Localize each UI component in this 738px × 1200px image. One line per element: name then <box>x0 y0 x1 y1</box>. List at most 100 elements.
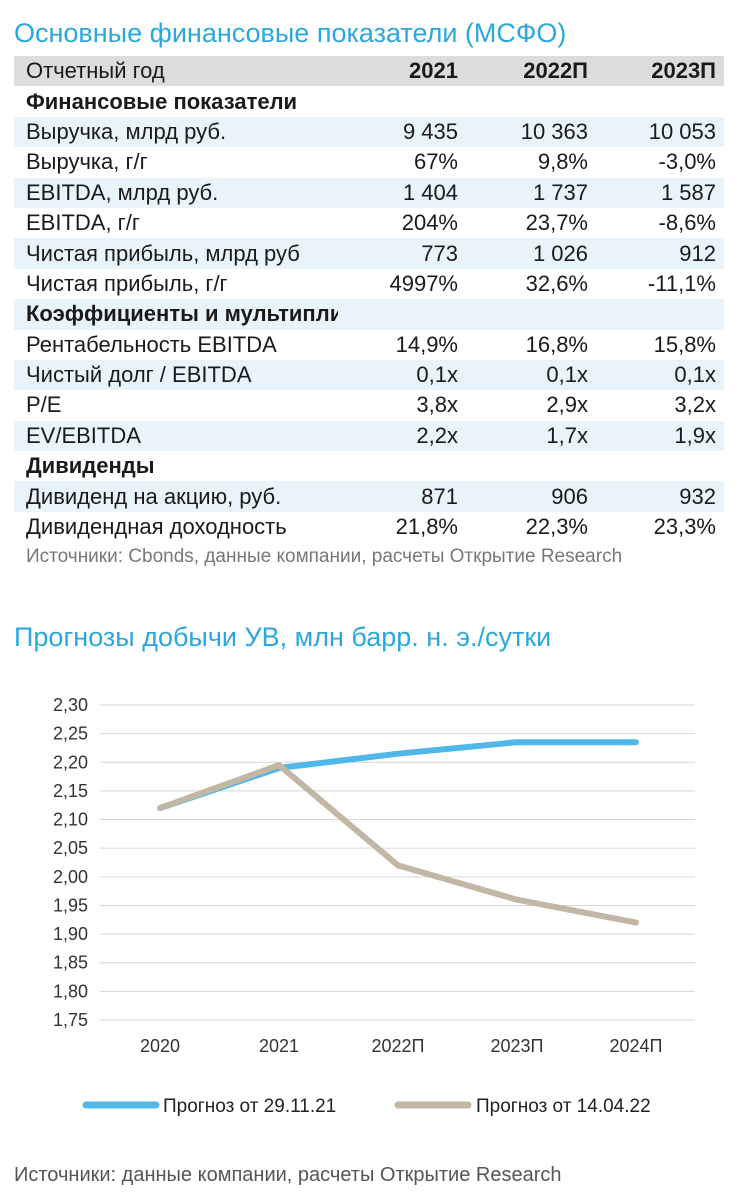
row-value: 2,9x <box>546 392 588 418</box>
row-label: Чистый долг / EBITDA <box>14 359 338 391</box>
y-tick-label: 2,20 <box>53 752 88 772</box>
chart-source-note: Источники: данные компании, расчеты Откр… <box>14 1164 562 1186</box>
row-value: 9,8% <box>537 149 588 175</box>
y-tick-label: 2,05 <box>53 838 88 858</box>
row-value: 204% <box>401 210 458 236</box>
y-tick-label: 2,10 <box>53 810 88 830</box>
row-value: 932 <box>596 481 724 512</box>
row-value: 10 053 <box>596 116 724 148</box>
row-value: 10 363 <box>466 116 596 148</box>
row-value: 3,8x <box>416 392 458 418</box>
row-label: Рентабельность EBITDA <box>26 331 277 357</box>
header-label: Отчетный год <box>14 56 338 87</box>
row-value: 21,8% <box>395 514 458 540</box>
y-tick-label: 1,75 <box>53 1010 88 1030</box>
table-row: Рентабельность EBITDA 14,9% 16,8% 15,8% <box>14 330 724 360</box>
table-row: Чистая прибыль, млрд руб 773 1 026 912 <box>14 238 724 269</box>
table-row: Выручка, млрд руб. 9 435 10 363 10 053 <box>14 116 724 148</box>
row-value: 0,1x <box>596 359 724 391</box>
table-section-row: Финансовые показатели <box>14 86 724 116</box>
row-label: Выручка, млрд руб. <box>14 116 338 148</box>
legend-label: Прогноз от 29.11.21 <box>163 1096 336 1117</box>
y-tick-label: 2,30 <box>53 695 88 715</box>
row-value: 1,9x <box>596 420 724 452</box>
table-source-note: Источники: Cbonds, данные компании, расч… <box>26 546 623 567</box>
row-value: 15,8% <box>653 331 716 357</box>
row-label: Чистая прибыль, г/г <box>26 270 228 296</box>
header-year-2021: 2021 <box>338 56 466 87</box>
row-label: Дивидендная доходность <box>26 514 287 540</box>
y-axis-tick-labels: 2,30 2,25 2,20 2,15 2,10 2,05 2,00 1,95 1,90 1,85… <box>53 695 88 1030</box>
table-row: EBITDA, млрд руб. 1 404 1 737 1 587 <box>14 177 724 208</box>
row-value: 16,8% <box>525 331 588 357</box>
row-value: 1 026 <box>466 238 596 269</box>
row-label: P/E <box>26 392 62 418</box>
row-value: 0,1x <box>466 359 596 391</box>
x-tick-label: 2021 <box>259 1036 299 1056</box>
row-value: 32,6% <box>525 270 588 296</box>
row-value: 912 <box>596 238 724 269</box>
row-value: 67% <box>413 149 458 175</box>
production-line-chart: 2,30 2,25 2,20 2,15 2,10 2,05 2,00 1,95 1,90 1,85… <box>53 695 695 1117</box>
row-value: 1,7x <box>466 420 596 452</box>
row-value: 23,7% <box>525 210 588 236</box>
x-tick-label: 2023П <box>491 1036 544 1056</box>
row-value: 3,2x <box>674 392 716 418</box>
row-label: EV/EBITDA <box>14 420 338 452</box>
section-label: Финансовые показатели <box>26 88 298 114</box>
row-value: 9 435 <box>338 116 466 148</box>
row-value: 1 404 <box>338 177 466 208</box>
section-label: Коэффициенты и мультипликаторы <box>14 299 338 330</box>
row-value: 22,3% <box>525 514 588 540</box>
y-tick-label: 1,80 <box>53 981 88 1001</box>
y-tick-label: 1,90 <box>53 924 88 944</box>
header-year-2023: 2023П <box>596 56 724 87</box>
x-tick-label: 2020 <box>140 1036 180 1056</box>
row-value: 1 737 <box>466 177 596 208</box>
chart-series-lines <box>157 739 639 926</box>
y-tick-label: 2,00 <box>53 867 88 887</box>
row-value: 2,2x <box>338 420 466 452</box>
table-section-row: Дивиденды <box>14 451 724 481</box>
section-label: Дивиденды <box>26 453 155 479</box>
table-row: EBITDA, г/г 204% 23,7% -8,6% <box>14 208 724 238</box>
row-value: 773 <box>338 238 466 269</box>
header-year-2022: 2022П <box>466 56 596 87</box>
row-value: -8,6% <box>658 210 716 236</box>
row-label: Чистая прибыль, млрд руб <box>14 238 338 269</box>
chart-title: Прогнозы добычи УВ, млн барр. н. э./сутк… <box>14 622 552 652</box>
table-row: EV/EBITDA 2,2x 1,7x 1,9x <box>14 420 724 452</box>
y-tick-label: 1,85 <box>53 953 88 973</box>
row-value: 4997% <box>389 270 458 296</box>
row-value: 14,9% <box>395 331 458 357</box>
financial-table: Отчетный год 2021 2022П 2023П Финансовые… <box>14 56 724 542</box>
x-tick-label: 2022П <box>372 1036 425 1056</box>
row-value: 1 587 <box>596 177 724 208</box>
table-row: Выручка, г/г 67% 9,8% -3,0% <box>14 147 724 177</box>
row-value: 906 <box>466 481 596 512</box>
table-row: Дивидендная доходность 21,8% 22,3% 23,3% <box>14 512 724 542</box>
chart-legend: Прогноз от 29.11.21 Прогноз от 14.04.22 <box>82 1096 651 1117</box>
series-line-2 <box>157 762 639 926</box>
row-label: Дивиденд на акцию, руб. <box>14 481 338 512</box>
x-axis-tick-labels: 2020 2021 2022П 2023П 2024П <box>140 1036 663 1056</box>
table-row: P/E 3,8x 2,9x 3,2x <box>14 390 724 420</box>
table-title: Основные финансовые показатели (МСФО) <box>14 18 567 48</box>
table-section-row: Коэффициенты и мультипликаторы <box>14 299 724 330</box>
row-label: EBITDA, млрд руб. <box>14 177 338 208</box>
row-value: -11,1% <box>647 270 716 296</box>
table-row: Чистая прибыль, г/г 4997% 32,6% -11,1% <box>14 269 724 299</box>
row-label: Выручка, г/г <box>26 149 148 175</box>
y-tick-label: 2,25 <box>53 724 88 744</box>
table-row: Чистый долг / EBITDA 0,1x 0,1x 0,1x <box>14 359 724 391</box>
legend-label: Прогноз от 14.04.22 <box>476 1096 651 1117</box>
series-line-1 <box>157 739 639 812</box>
table-header-row: Отчетный год 2021 2022П 2023П <box>14 56 724 87</box>
row-value: 871 <box>338 481 466 512</box>
y-tick-label: 1,95 <box>53 895 88 915</box>
row-value: 23,3% <box>653 514 716 540</box>
chart-gridlines <box>100 704 695 1021</box>
y-tick-label: 2,15 <box>53 781 88 801</box>
x-tick-label: 2024П <box>610 1036 663 1056</box>
table-row: Дивиденд на акцию, руб. 871 906 932 <box>14 481 724 512</box>
